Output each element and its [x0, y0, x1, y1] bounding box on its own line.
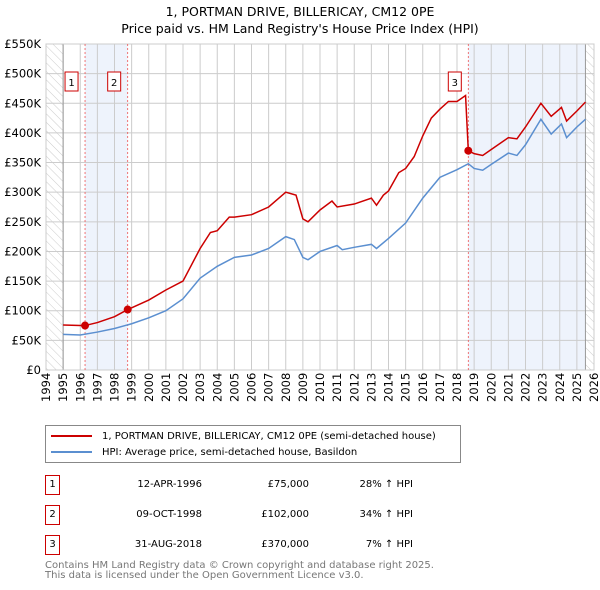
- legend-swatch-property: [51, 435, 92, 437]
- sale-label-box: [107, 71, 122, 92]
- legend-label-hpi: HPI: Average price, semi-detached house,…: [102, 446, 358, 458]
- price-chart: 1994 1995 1996 1997 1998 1999 2000 2001 2002 2003…: [4, 37, 600, 402]
- ownership-shade: [85, 44, 128, 370]
- y-tick-label: £50K: [12, 333, 42, 347]
- sale-point: [123, 305, 132, 314]
- x-tick-label: 2018: [450, 373, 464, 402]
- x-tick-label: 2023: [536, 373, 550, 402]
- sale-price: £102,000: [261, 509, 309, 520]
- y-tick-label: £400K: [4, 126, 41, 140]
- no-data-region-left: [46, 44, 64, 370]
- sale-date: 09-OCT-1998: [136, 509, 202, 520]
- y-tick-label: £200K: [4, 244, 41, 258]
- sale-label: 3: [452, 78, 458, 89]
- sale-marker-badge: 3: [45, 535, 60, 555]
- y-tick-label: £550K: [4, 37, 41, 51]
- y-tick-label: £300K: [4, 185, 41, 199]
- hpi-line: [63, 117, 586, 336]
- ownership-shade: [468, 44, 586, 370]
- x-tick-label: 2009: [296, 373, 310, 402]
- sale-point: [464, 146, 473, 155]
- chart-title: 1, PORTMAN DRIVE, BILLERICAY, CM12 0PE: [165, 4, 435, 19]
- x-tick-label: 2000: [142, 373, 156, 402]
- x-tick-label: 2003: [193, 373, 207, 402]
- sale-date: 12-APR-1996: [137, 479, 202, 490]
- x-tick-label: 2008: [279, 373, 293, 402]
- x-tick-label: 2001: [159, 373, 173, 402]
- y-tick-label: £250K: [4, 215, 41, 229]
- y-tick-label: £0: [26, 363, 41, 377]
- sale-hpi-diff: 28% ↑ HPI: [359, 479, 413, 490]
- x-tick-label: 2002: [176, 373, 190, 402]
- y-tick-label: £500K: [4, 67, 41, 81]
- x-tick-label: 2020: [484, 373, 498, 402]
- sale-row: 2 09-OCT-1998 £102,000 34% ↑ HPI: [45, 505, 445, 525]
- x-tick-label: 1998: [108, 373, 122, 402]
- x-tick-label: 2019: [467, 373, 481, 402]
- x-tick-label: 1994: [39, 373, 53, 402]
- x-tick-label: 2024: [553, 373, 567, 402]
- sale-hpi-diff: 34% ↑ HPI: [359, 509, 413, 520]
- x-tick-label: 1995: [56, 373, 70, 402]
- x-tick-label: 2022: [519, 373, 533, 402]
- x-tick-label: 2026: [587, 373, 600, 402]
- x-tick-label: 2010: [313, 373, 327, 402]
- y-tick-label: £450K: [4, 96, 41, 110]
- x-tick-label: 2006: [245, 373, 259, 402]
- footer-attribution: Contains HM Land Registry data © Crown c…: [45, 561, 434, 581]
- property-price-line: [63, 94, 586, 327]
- plot-border: [45, 43, 595, 371]
- x-tick-label: 2014: [382, 373, 396, 402]
- x-tick-label: 2017: [433, 373, 447, 402]
- x-tick-label: 2012: [347, 373, 361, 402]
- footer-line-2: This data is licensed under the Open Gov…: [45, 570, 364, 581]
- sale-marker-badge: 2: [45, 505, 60, 525]
- y-tick-label: £100K: [4, 304, 41, 318]
- sale-price: £75,000: [267, 479, 309, 490]
- sale-row: 3 31-AUG-2018 £370,000 7% ↑ HPI: [45, 535, 445, 555]
- x-tick-label: 2013: [364, 373, 378, 402]
- x-tick-label: 1996: [73, 373, 87, 402]
- x-tick-label: 1997: [90, 373, 104, 402]
- x-tick-label: 2021: [501, 373, 515, 402]
- sale-label-box: [64, 71, 79, 92]
- chart-subtitle: Price paid vs. HM Land Registry's House …: [121, 21, 479, 36]
- no-data-region-right: [585, 44, 594, 370]
- legend: 1, PORTMAN DRIVE, BILLERICAY, CM12 0PE (…: [45, 425, 461, 463]
- legend-swatch-hpi: [51, 451, 92, 453]
- sale-marker-badge: 1: [45, 475, 60, 495]
- x-tick-label: 2016: [416, 373, 430, 402]
- y-tick-label: £350K: [4, 156, 41, 170]
- x-tick-label: 2025: [570, 373, 584, 402]
- sale-price: £370,000: [261, 539, 309, 550]
- footer-line-1: Contains HM Land Registry data © Crown c…: [45, 560, 434, 571]
- sale-hpi-diff: 7% ↑ HPI: [365, 539, 413, 550]
- sale-point: [81, 321, 90, 330]
- sale-label: 2: [111, 78, 117, 89]
- x-tick-label: 2015: [399, 373, 413, 402]
- sale-label: 1: [68, 78, 74, 89]
- sale-row: 1 12-APR-1996 £75,000 28% ↑ HPI: [45, 475, 445, 495]
- legend-label-property: 1, PORTMAN DRIVE, BILLERICAY, CM12 0PE (…: [102, 430, 436, 442]
- sale-label-box: [447, 71, 462, 92]
- x-tick-label: 2004: [210, 373, 224, 402]
- sale-date: 31-AUG-2018: [134, 539, 202, 550]
- x-tick-label: 2011: [330, 373, 344, 402]
- x-tick-label: 2007: [262, 373, 276, 402]
- x-tick-label: 1999: [125, 373, 139, 402]
- y-tick-label: £150K: [4, 274, 41, 288]
- x-tick-label: 2005: [227, 373, 241, 402]
